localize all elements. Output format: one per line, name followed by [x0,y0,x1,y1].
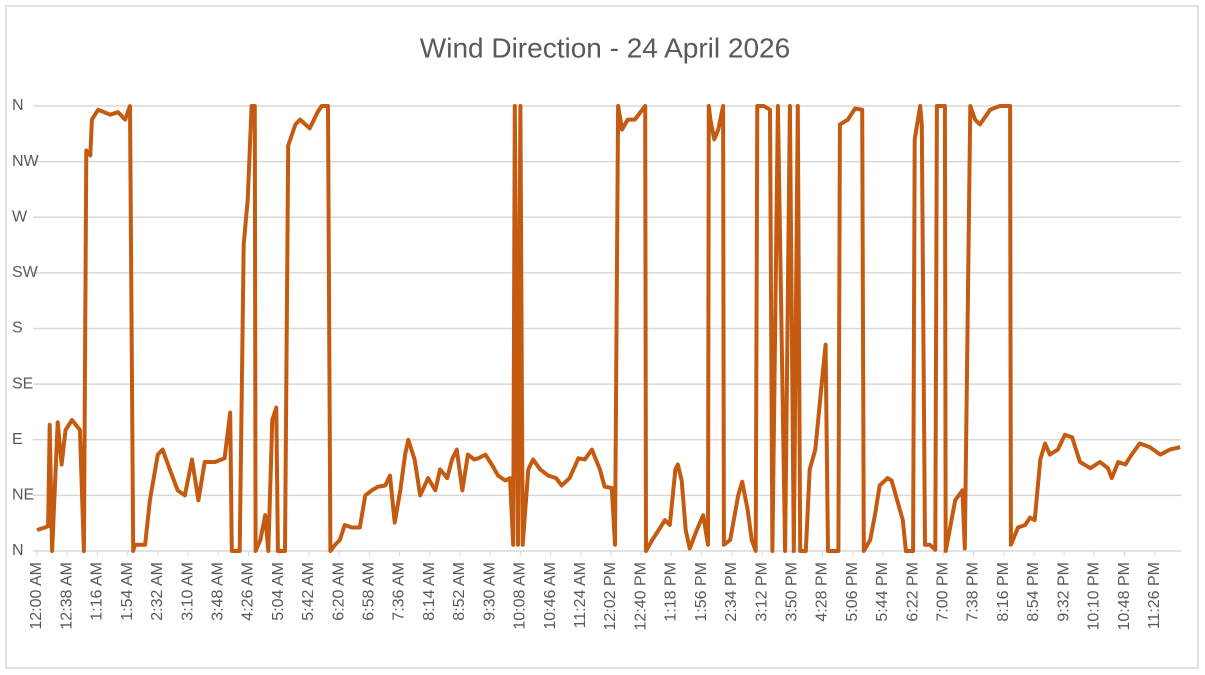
x-tick-label: 5:42 AM [300,562,317,621]
y-tick-label: N [12,542,24,559]
x-tick-label: 5:06 PM [844,562,861,622]
y-tick-label: SW [12,264,39,281]
x-tick-label: 10:08 AM [512,562,529,630]
x-tick-label: 10:46 AM [542,562,559,630]
x-tick-label: 1:56 PM [693,562,710,622]
x-tick-label: 6:20 AM [330,562,347,621]
x-tick-label: 7:00 PM [935,562,952,622]
x-tick-label: 11:24 AM [572,562,589,628]
chart-border [5,5,1199,669]
x-tick-label: 7:38 PM [965,562,982,622]
x-tick-label: 6:22 PM [904,562,921,622]
x-tick-label: 9:32 PM [1055,562,1072,622]
x-tick-label: 10:10 PM [1086,562,1103,630]
x-tick-label: 9:30 AM [481,562,498,621]
x-tick-label: 1:18 PM [663,562,680,622]
chart-title: Wind Direction - 24 April 2026 [420,32,790,63]
x-tick-label: 3:10 AM [179,562,196,621]
x-tick-label: 8:14 AM [421,562,438,621]
x-tick-label: 12:02 PM [602,562,619,630]
x-tick-label: 1:54 AM [119,562,136,621]
x-tick-label: 12:00 AM [28,562,45,630]
x-tick-label: 12:38 AM [58,562,75,630]
y-tick-label: SE [12,375,33,392]
x-tick-label: 5:04 AM [270,562,287,621]
x-tick-label: 3:50 PM [783,562,800,622]
x-tick-label: 11:26 PM [1146,562,1163,629]
x-tick-label: 7:36 AM [391,562,408,621]
line [36,104,1181,553]
x-tick-label: 4:28 PM [814,562,831,622]
x-tick-label: 3:12 PM [753,562,770,622]
y-tick-label: S [12,320,23,337]
y-tick-label: NE [12,487,34,504]
x-tick-label: 8:54 PM [1025,562,1042,622]
y-tick-label: W [12,208,28,225]
x-tick-label: 2:34 PM [723,562,740,622]
y-tick-label: E [12,431,23,448]
x-tick-label: 4:26 AM [240,562,257,621]
y-tick-label: NW [12,153,40,170]
x-tick-label: 1:16 AM [89,562,106,621]
x-tick-label: 2:32 AM [149,562,166,621]
x-tick-label: 8:52 AM [451,562,468,621]
x-tick-label: 8:16 PM [995,562,1012,622]
x-tick-label: 6:58 AM [361,562,378,621]
x-tick-label: 3:48 AM [209,562,226,621]
y-tick-label: N [12,97,24,114]
x-tick-label: 10:48 PM [1116,562,1133,630]
x-tick-label: 5:44 PM [874,562,891,622]
x-tick-label: 12:40 PM [632,562,649,630]
